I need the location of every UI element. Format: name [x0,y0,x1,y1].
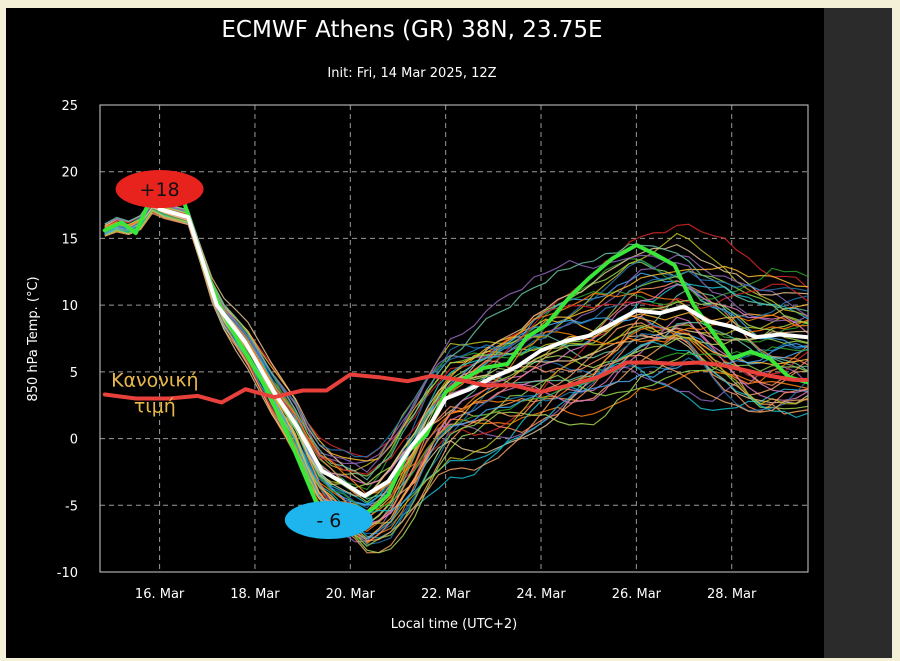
right-sidebar [824,8,892,658]
axis-ticks: -10 -5 0 5 10 15 20 25 16. Mar 18. Mar 20. Mar 22. … [57,99,757,602]
ensemble-member-line [104,209,808,515]
y-tick-label: 15 [61,232,78,247]
grid [100,105,808,572]
ensemble-member-line [104,204,808,499]
x-tick-label: 26. Mar [612,587,662,602]
ensemble-member-line [104,212,808,542]
normal-value-label: τιμή [134,396,176,418]
ensemble-member-line [104,207,808,527]
ensemble-member-line [104,201,808,500]
plot-area [99,104,809,573]
x-tick-label: 24. Mar [516,587,566,602]
chart-title: ECMWF Athens (GR) 38N, 23.75E [221,17,602,43]
chart-subtitle: Init: Fri, 14 Mar 2025, 12Z [327,66,496,81]
callout-bubble [284,500,373,539]
ensemble-member-line [104,203,808,458]
ensemble-member-line [104,209,808,525]
ensemble-member-line [104,207,808,532]
x-tick-label: 18. Mar [230,587,280,602]
y-tick-label: 20 [61,166,78,181]
x-tick-label: 16. Mar [135,587,185,602]
x-tick-label: 20. Mar [326,587,376,602]
y-tick-label: 5 [70,366,78,381]
ensemble-member-line [104,200,808,458]
callout-text: - 6 [316,510,341,532]
x-tick-label: 22. Mar [421,587,471,602]
y-tick-label: 25 [61,99,78,114]
y-tick-label: 10 [61,299,78,314]
y-tick-label: 0 [70,433,78,448]
ensemble-member-line [104,197,808,481]
ensemble-member-line [104,197,808,472]
callout-text: +18 [140,179,180,201]
y-axis-label: 850 hPa Temp. (°C) [26,276,41,401]
ensemble-member-line [104,207,808,525]
normal-value-label: Κανονική [111,370,199,392]
y-tick-label: -5 [65,499,78,514]
series-layer [102,197,808,554]
x-axis-label: Local time (UTC+2) [391,617,517,632]
ensemble-member-line [104,197,808,473]
ensemble-member-line [104,198,808,503]
annotations: +18 - 6 Κανονική τιμή [111,170,373,539]
x-tick-label: 28. Mar [707,587,757,602]
ensemble-member-line [104,209,808,539]
y-tick-label: -10 [57,566,78,581]
callout-bubble [115,170,204,209]
ensemble-member-line [104,208,808,526]
climatology-line [102,360,808,405]
